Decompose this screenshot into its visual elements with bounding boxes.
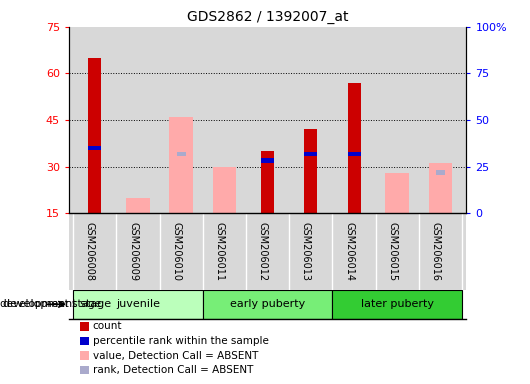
Text: juvenile: juvenile: [116, 299, 160, 310]
Bar: [332, 290, 462, 319]
Bar: [73, 290, 203, 319]
Bar: [304, 152, 317, 156]
Text: GSM206010: GSM206010: [171, 222, 181, 281]
Text: development stage: development stage: [0, 299, 101, 310]
Bar: [348, 152, 360, 156]
Text: GSM206015: GSM206015: [387, 222, 398, 281]
Text: value, Detection Call = ABSENT: value, Detection Call = ABSENT: [93, 351, 258, 361]
Bar: [436, 170, 445, 175]
Text: GSM206011: GSM206011: [215, 222, 224, 281]
Bar: [429, 164, 453, 213]
Text: GSM206012: GSM206012: [258, 222, 268, 281]
Text: later puberty: later puberty: [361, 299, 434, 310]
Text: GSM206014: GSM206014: [344, 222, 354, 281]
Text: percentile rank within the sample: percentile rank within the sample: [93, 336, 269, 346]
Bar: [177, 152, 186, 156]
Text: count: count: [93, 321, 122, 331]
Text: rank, Detection Call = ABSENT: rank, Detection Call = ABSENT: [93, 365, 253, 375]
Text: GSM206013: GSM206013: [301, 222, 311, 281]
Bar: [261, 158, 274, 163]
Bar: [89, 146, 101, 150]
Text: early puberty: early puberty: [230, 299, 305, 310]
Bar: [203, 290, 332, 319]
Bar: [348, 83, 360, 213]
Bar: [89, 58, 101, 213]
Text: GSM206008: GSM206008: [85, 222, 95, 281]
Text: development stage: development stage: [3, 299, 111, 310]
Bar: [385, 173, 409, 213]
Title: GDS2862 / 1392007_at: GDS2862 / 1392007_at: [187, 10, 348, 25]
Bar: [261, 151, 274, 213]
Bar: [213, 167, 236, 213]
Bar: [126, 198, 150, 213]
Text: GSM206016: GSM206016: [430, 222, 440, 281]
Bar: [304, 129, 317, 213]
Bar: [170, 117, 193, 213]
Text: GSM206009: GSM206009: [128, 222, 138, 281]
